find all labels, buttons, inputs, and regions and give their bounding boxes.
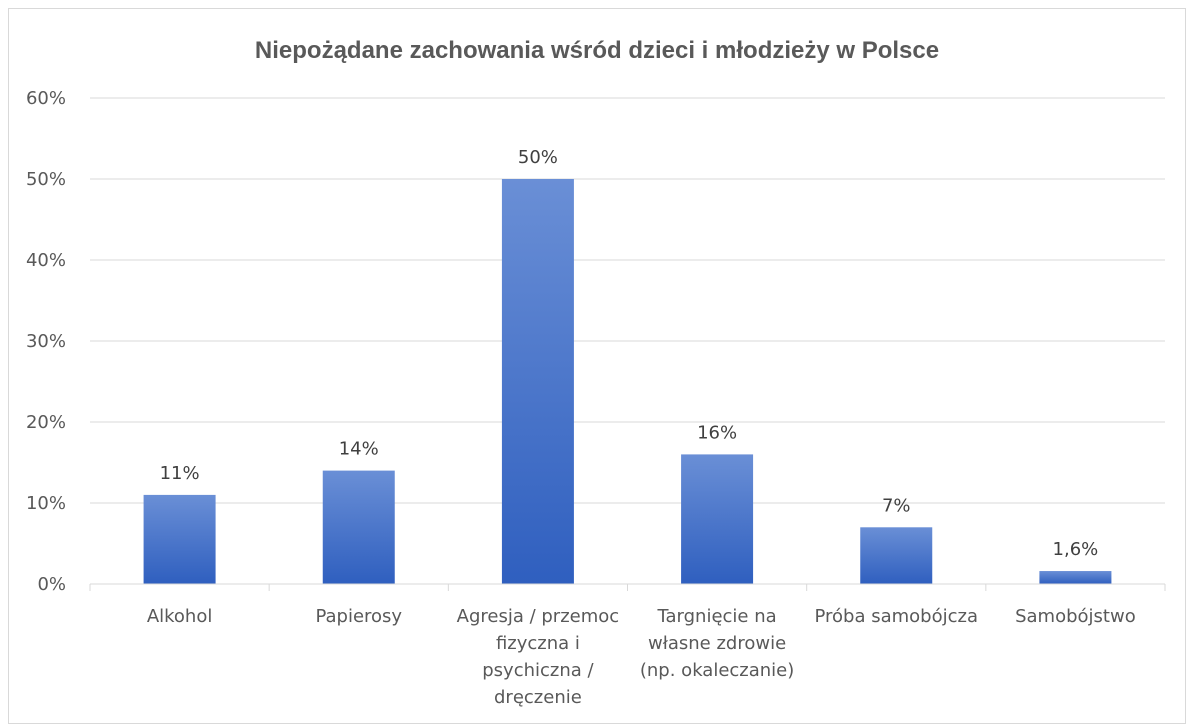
bar [143,494,216,584]
category-label: Samobójstwo [1015,606,1136,627]
gridlines [90,97,1165,504]
chart-frame [8,8,1186,724]
y-tick-label: 20% [26,412,66,433]
y-tick-label: 0% [37,574,66,595]
x-axis [89,583,1166,591]
category-label: Próba samobójcza [814,606,978,627]
chart-title: Niepożądane zachowania wśród dzieci i mł… [255,37,939,64]
data-label: 7% [882,495,911,516]
y-tick-label: 10% [26,493,66,514]
y-tick-label: 50% [26,169,66,190]
y-tick-label: 60% [26,88,66,109]
bar [322,470,395,584]
y-axis-ticks: 0% 10% 20% 30% 40% 50% 60% [26,88,66,595]
data-label: 16% [697,422,737,443]
category-labels: Alkohol Papierosy Agresja / przemoc fizyczn… [147,606,1136,708]
data-label: 11% [160,463,200,484]
data-label: 14% [339,439,379,460]
category-label: Alkohol [147,606,213,627]
category-label: Agresja / przemoc fizyczna i psychiczna / d… [457,606,620,708]
category-label: Targnięcie na własne zdrowie (np. okalecza… [640,606,794,681]
bar [501,179,574,584]
bar [860,527,933,584]
bar [681,454,754,584]
data-labels: 11% 14% 50% 16% 7% 1,6% [160,147,1099,560]
data-label: 50% [518,147,558,168]
category-label: Papierosy [315,606,402,627]
bar [1039,571,1112,584]
bars [143,179,1112,584]
y-tick-label: 40% [26,250,66,271]
data-label: 1,6% [1053,539,1099,560]
y-tick-label: 30% [26,331,66,352]
